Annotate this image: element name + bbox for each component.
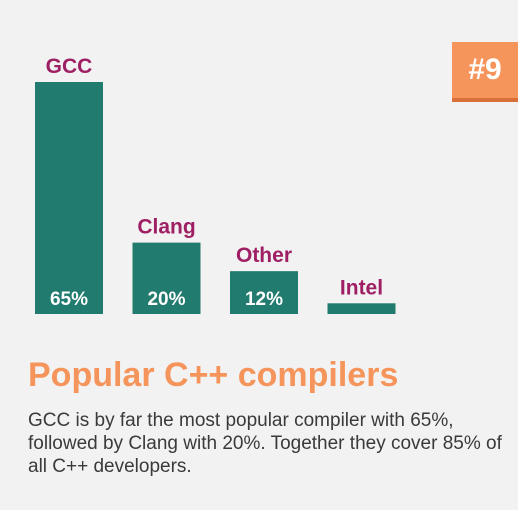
rank-badge: #9 xyxy=(452,42,518,102)
compiler-bar-chart: GCC 65% Clang 20% Other 12% Intel xyxy=(35,55,396,314)
bar-clang xyxy=(132,242,201,314)
value-label-gcc: 65% xyxy=(50,289,88,310)
chart-title: Popular C++ compilers xyxy=(28,356,399,394)
category-label-other: Other xyxy=(236,244,292,267)
category-label-clang: Clang xyxy=(137,216,195,239)
chart-description: GCC is by far the most popular compiler … xyxy=(28,410,502,477)
bar-intel xyxy=(327,303,396,314)
category-label-gcc: GCC xyxy=(46,55,93,78)
bar-other xyxy=(230,271,298,314)
value-label-other: 12% xyxy=(245,289,283,310)
bar-gcc xyxy=(35,82,103,314)
category-label-intel: Intel xyxy=(340,276,383,299)
value-label-clang: 20% xyxy=(147,289,185,310)
